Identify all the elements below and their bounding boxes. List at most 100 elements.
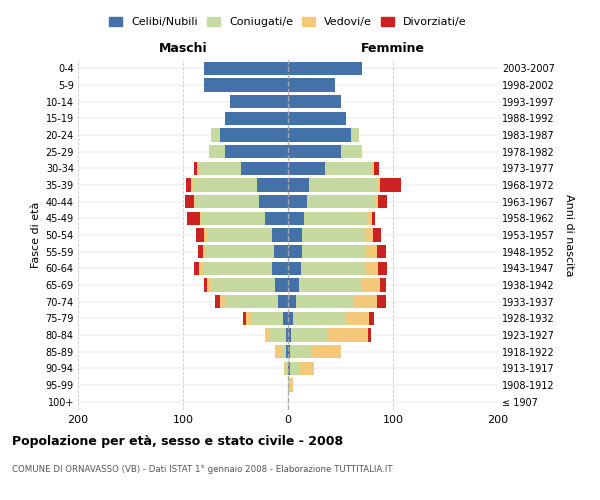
- Bar: [288, 245, 386, 258]
- Bar: [230, 95, 288, 108]
- Bar: [288, 345, 341, 358]
- Bar: [288, 195, 375, 208]
- Bar: [209, 145, 288, 158]
- Bar: [225, 295, 288, 308]
- Bar: [288, 262, 379, 275]
- Bar: [281, 345, 288, 358]
- Bar: [230, 95, 288, 108]
- Bar: [288, 362, 314, 375]
- Bar: [288, 295, 296, 308]
- Bar: [288, 112, 346, 125]
- Bar: [288, 312, 293, 325]
- Bar: [193, 162, 288, 175]
- Bar: [230, 95, 288, 108]
- Bar: [288, 345, 341, 358]
- Bar: [186, 178, 288, 192]
- Bar: [288, 378, 290, 392]
- Bar: [204, 62, 288, 75]
- Bar: [288, 312, 374, 325]
- Bar: [200, 212, 288, 225]
- Bar: [204, 262, 288, 275]
- Bar: [288, 345, 311, 358]
- Bar: [288, 262, 366, 275]
- Bar: [275, 345, 288, 358]
- Bar: [207, 228, 288, 241]
- Bar: [215, 295, 288, 308]
- Bar: [288, 62, 361, 75]
- Bar: [212, 278, 288, 291]
- Bar: [288, 178, 377, 192]
- Bar: [288, 278, 299, 291]
- Bar: [191, 178, 288, 192]
- Bar: [259, 195, 288, 208]
- Bar: [288, 78, 335, 92]
- Bar: [209, 145, 288, 158]
- Bar: [288, 195, 379, 208]
- Bar: [204, 78, 288, 92]
- Bar: [288, 362, 314, 375]
- Bar: [288, 62, 361, 75]
- Bar: [288, 112, 346, 125]
- Bar: [204, 278, 288, 291]
- Bar: [288, 178, 401, 192]
- Bar: [204, 62, 288, 75]
- Bar: [288, 145, 341, 158]
- Bar: [288, 128, 359, 141]
- Bar: [204, 228, 288, 241]
- Bar: [225, 112, 288, 125]
- Bar: [275, 345, 288, 358]
- Bar: [288, 212, 367, 225]
- Bar: [288, 245, 365, 258]
- Text: Maschi: Maschi: [158, 42, 208, 55]
- Bar: [288, 362, 299, 375]
- Text: Femmine: Femmine: [361, 42, 425, 55]
- Bar: [277, 295, 288, 308]
- Bar: [198, 245, 288, 258]
- Bar: [204, 62, 288, 75]
- Bar: [209, 145, 288, 158]
- Bar: [288, 295, 386, 308]
- Bar: [204, 78, 288, 92]
- Bar: [288, 128, 351, 141]
- Bar: [265, 328, 288, 342]
- Bar: [288, 212, 372, 225]
- Bar: [288, 95, 341, 108]
- Bar: [284, 362, 288, 375]
- Bar: [288, 212, 375, 225]
- Bar: [288, 112, 346, 125]
- Bar: [204, 78, 288, 92]
- Bar: [207, 278, 288, 291]
- Bar: [288, 112, 346, 125]
- Bar: [246, 312, 288, 325]
- Bar: [288, 362, 290, 375]
- Bar: [288, 328, 328, 342]
- Bar: [288, 278, 380, 291]
- Bar: [288, 78, 335, 92]
- Bar: [286, 328, 288, 342]
- Bar: [203, 245, 288, 258]
- Bar: [211, 128, 288, 141]
- Bar: [288, 178, 309, 192]
- Bar: [187, 212, 288, 225]
- Bar: [288, 378, 293, 392]
- Bar: [196, 228, 288, 241]
- Bar: [288, 62, 361, 75]
- Bar: [193, 178, 288, 192]
- Bar: [204, 78, 288, 92]
- Bar: [193, 262, 288, 275]
- Bar: [211, 128, 288, 141]
- Bar: [225, 112, 288, 125]
- Bar: [288, 162, 372, 175]
- Bar: [272, 228, 288, 241]
- Bar: [288, 178, 380, 192]
- Bar: [288, 295, 354, 308]
- Bar: [288, 162, 379, 175]
- Bar: [265, 212, 288, 225]
- Bar: [275, 278, 288, 291]
- Bar: [288, 262, 301, 275]
- Bar: [288, 378, 293, 392]
- Bar: [286, 362, 288, 375]
- Bar: [288, 78, 335, 92]
- Bar: [220, 295, 288, 308]
- Bar: [211, 128, 288, 141]
